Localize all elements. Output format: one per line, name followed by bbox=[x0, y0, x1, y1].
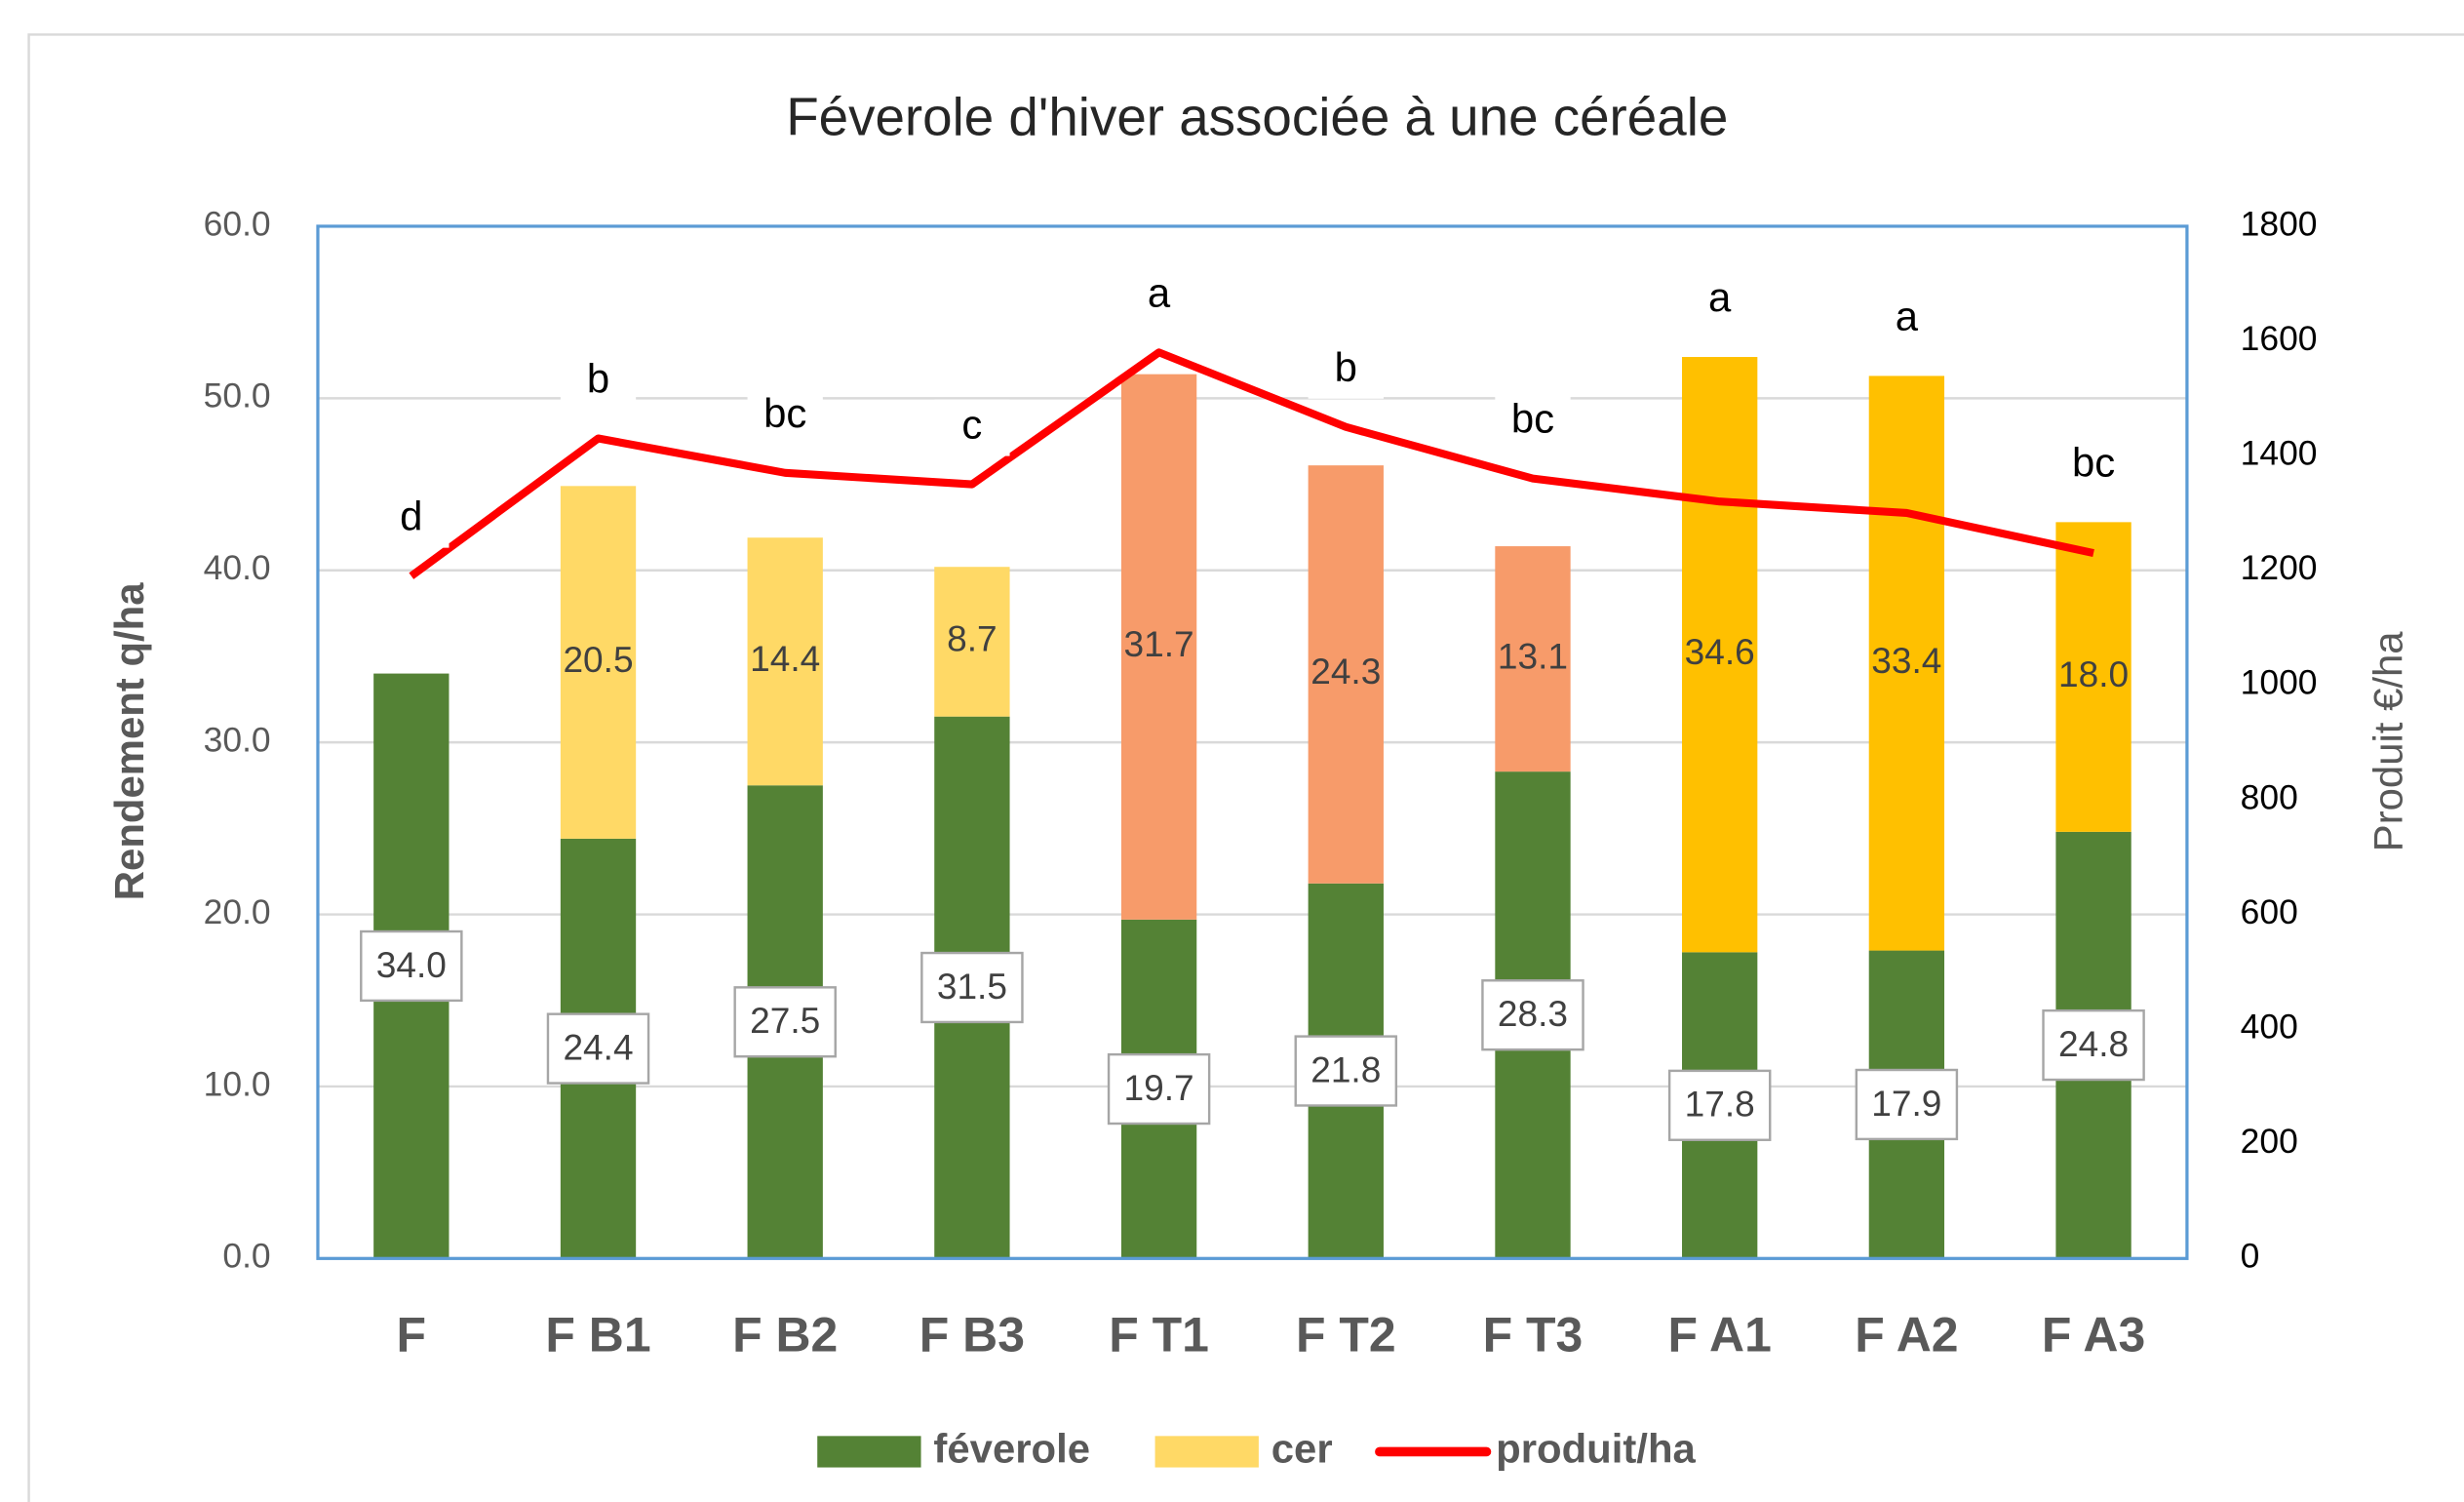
feverole-label-box bbox=[546, 1012, 650, 1085]
cer-value-label: 33.4 bbox=[1871, 640, 1941, 681]
x-tick-label: F A1 bbox=[1668, 1308, 1772, 1363]
bar-cer bbox=[2055, 522, 2132, 832]
bar-cer bbox=[934, 567, 1010, 717]
y2-tick-label: 1200 bbox=[2241, 548, 2318, 587]
annotation: bc bbox=[1511, 396, 1554, 442]
x-tick-label: F B3 bbox=[919, 1308, 1025, 1363]
annotation: c bbox=[961, 402, 982, 448]
feverole-value-label: 24.4 bbox=[563, 1027, 633, 1068]
annotation-bg bbox=[560, 353, 637, 411]
cer-value-label: 24.3 bbox=[1310, 651, 1381, 692]
cer-value-label: 13.1 bbox=[1498, 635, 1568, 676]
y-axis-label: Rendement q/ha bbox=[106, 582, 152, 900]
feverole-label-box bbox=[1481, 979, 1584, 1051]
feverole-value-label: 17.9 bbox=[1871, 1083, 1941, 1124]
y-tick-label: 30.0 bbox=[204, 720, 271, 759]
legend: féverole cer produit/ha bbox=[817, 1426, 1697, 1472]
annotation: b bbox=[1335, 344, 1357, 390]
annotation: a bbox=[1896, 293, 1919, 338]
feverole-label-box bbox=[733, 986, 837, 1058]
cer-value-label: 14.4 bbox=[750, 638, 820, 679]
cer-value-label: 31.7 bbox=[1124, 623, 1194, 664]
annotation-bg bbox=[1308, 341, 1384, 399]
bar-cer bbox=[560, 486, 637, 839]
y2-tick-label: 800 bbox=[2241, 777, 2298, 816]
y2-tick-label: 0 bbox=[2241, 1237, 2260, 1276]
feverole-value-label: 17.8 bbox=[1685, 1084, 1755, 1125]
feverole-label-box bbox=[360, 929, 463, 1003]
feverole-value-label: 19.7 bbox=[1124, 1067, 1194, 1108]
y2-tick-label: 1800 bbox=[2241, 204, 2318, 243]
feverole-value-label: 34.0 bbox=[376, 944, 447, 985]
feverole-label-box bbox=[2042, 1008, 2145, 1082]
annotation: d bbox=[400, 494, 422, 539]
y2-tick-label: 400 bbox=[2241, 1007, 2298, 1046]
y-tick-label: 10.0 bbox=[204, 1064, 271, 1103]
legend-swatch bbox=[1154, 1436, 1259, 1468]
annotation-bg bbox=[1120, 267, 1197, 325]
feverole-label-box bbox=[920, 951, 1024, 1024]
annotation-bg bbox=[1868, 291, 1945, 348]
plot-border bbox=[316, 224, 2189, 1260]
y2-tick-label: 1400 bbox=[2241, 434, 2318, 473]
x-tick-label: F B1 bbox=[545, 1308, 650, 1363]
annotation-bg bbox=[934, 399, 1010, 456]
annotation: a bbox=[1148, 269, 1171, 315]
x-tick-label: F bbox=[397, 1308, 427, 1363]
legend-swatch bbox=[817, 1436, 921, 1468]
y2-tick-label: 600 bbox=[2241, 892, 2298, 931]
cer-value-label: 18.0 bbox=[2058, 653, 2129, 694]
annotation-bg bbox=[2055, 437, 2132, 494]
feverole-value-label: 28.3 bbox=[1498, 993, 1568, 1034]
legend-label: produit/ha bbox=[1496, 1426, 1696, 1472]
x-tick-label: F T1 bbox=[1109, 1308, 1209, 1363]
feverole-label-box bbox=[1667, 1069, 1772, 1141]
bar-cer bbox=[747, 537, 823, 786]
annotation: a bbox=[1708, 274, 1732, 320]
chart-title: Féverole d'hiver associée à une céréale bbox=[786, 87, 1728, 147]
cer-value-label: 8.7 bbox=[947, 618, 997, 659]
line-produit bbox=[409, 348, 2094, 579]
bar-cer bbox=[1308, 465, 1384, 884]
cer-value-label: 20.5 bbox=[563, 639, 633, 680]
bar-cer bbox=[1495, 546, 1571, 772]
legend-label: cer bbox=[1271, 1426, 1333, 1472]
x-tick-label: F T2 bbox=[1296, 1308, 1396, 1363]
bar-cer bbox=[1120, 374, 1197, 920]
y-tick-label: 0.0 bbox=[222, 1237, 270, 1276]
x-tick-label: F A2 bbox=[1855, 1308, 1958, 1363]
annotation: bc bbox=[2072, 439, 2115, 485]
y2-tick-label: 200 bbox=[2241, 1122, 2298, 1161]
annotation: b bbox=[587, 356, 609, 402]
bar-cer bbox=[1868, 376, 1945, 951]
y-tick-label: 60.0 bbox=[204, 204, 271, 243]
legend-label: féverole bbox=[933, 1426, 1090, 1472]
x-tick-label: F T3 bbox=[1483, 1308, 1584, 1363]
y2-tick-label: 1600 bbox=[2241, 319, 2318, 358]
y-tick-label: 40.0 bbox=[204, 548, 271, 587]
y2-axis-label: Produit €/ha bbox=[2365, 631, 2410, 852]
bar-cer bbox=[1682, 357, 1758, 953]
feverole-value-label: 31.5 bbox=[937, 966, 1007, 1007]
feverole-value-label: 27.5 bbox=[750, 1000, 820, 1041]
feverole-value-label: 21.8 bbox=[1310, 1048, 1381, 1089]
annotation-bg bbox=[1495, 393, 1571, 451]
y-tick-label: 50.0 bbox=[204, 376, 271, 415]
annotation-bg bbox=[747, 387, 823, 445]
feverole-label-box bbox=[1107, 1052, 1211, 1126]
x-tick-label: F A3 bbox=[2042, 1308, 2145, 1363]
feverole-label-box bbox=[1855, 1068, 1959, 1141]
overlay: 34.0 20.5 24.4 14.4 27.5 8.7 31.5 31.7 19.7 24.3 2… bbox=[360, 267, 2145, 1141]
annotation-bg bbox=[373, 491, 450, 548]
annotation-bg bbox=[1682, 272, 1758, 330]
y2-tick-label: 1000 bbox=[2241, 663, 2318, 702]
feverole-label-box bbox=[1294, 1035, 1398, 1107]
x-tick-label: F B2 bbox=[732, 1308, 838, 1363]
annotation: bc bbox=[763, 390, 806, 436]
y-tick-label: 20.0 bbox=[204, 892, 271, 931]
cer-value-label: 34.6 bbox=[1685, 631, 1755, 672]
feverole-value-label: 24.8 bbox=[2058, 1023, 2129, 1064]
